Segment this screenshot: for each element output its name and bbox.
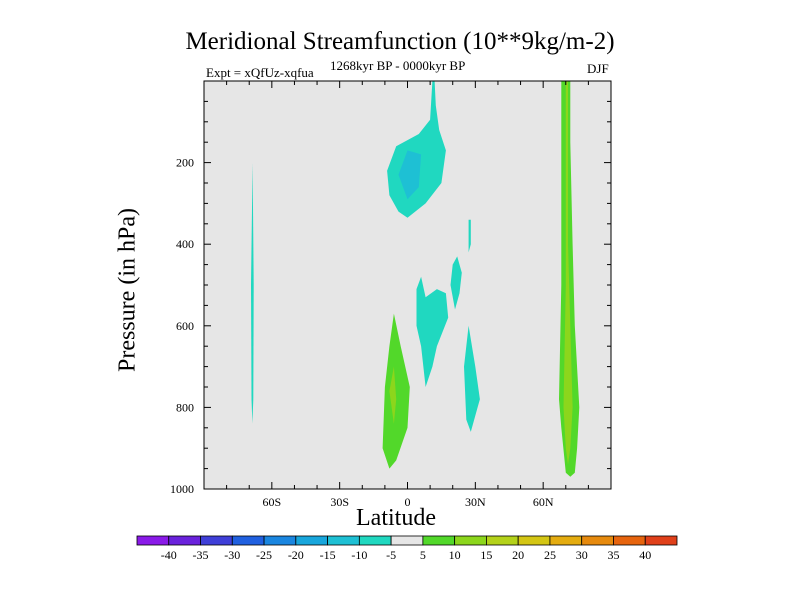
- season-label: DJF: [587, 61, 609, 76]
- period-label: 1268kyr BP - 0000kyr BP: [330, 58, 466, 73]
- colorbar-swatch: [390, 535, 424, 546]
- colorbar-swatch: [613, 535, 646, 546]
- colorbar-swatch: [263, 535, 297, 546]
- colorbar-label: 25: [544, 548, 556, 562]
- colorbar-label: -20: [288, 548, 304, 562]
- colorbar-label: -30: [224, 548, 240, 562]
- colorbar-label: -25: [256, 548, 272, 562]
- x-tick-label: 0: [405, 495, 411, 509]
- colorbar-swatch: [231, 535, 265, 546]
- colorbar-swatch: [200, 535, 233, 546]
- x-tick-label: 60S: [262, 495, 281, 509]
- y-tick-label: 1000: [170, 482, 194, 496]
- x-axis-label: Latitude: [356, 505, 436, 531]
- y-tick-label: 800: [176, 400, 194, 414]
- colorbar-swatch: [295, 535, 328, 546]
- colorbar-label: 5: [420, 548, 426, 562]
- contour-eq-lower-positive: [382, 313, 410, 469]
- colorbar-swatch: [549, 535, 583, 546]
- colorbar-label: -40: [161, 548, 177, 562]
- colorbar-swatch: [168, 535, 201, 546]
- colorbar-label: -5: [386, 548, 396, 562]
- colorbar-label: 15: [480, 548, 492, 562]
- colorbar-label: 40: [639, 548, 651, 562]
- colorbar-swatch: [517, 535, 551, 546]
- contour-nh-high-lat-positive-core: [563, 81, 573, 465]
- x-tick-label: 30S: [330, 495, 349, 509]
- chart-title: Meridional Streamfunction (10**9kg/m-2): [185, 28, 615, 55]
- colorbar-label: 20: [512, 548, 524, 562]
- colorbar-label: -15: [320, 548, 336, 562]
- x-tick-label: 30N: [465, 495, 486, 509]
- contour-lower-tropical-cell: [464, 325, 480, 432]
- colorbar-swatch: [644, 535, 678, 546]
- colorbar-label: 30: [576, 548, 588, 562]
- contour-mid-tropical-cell: [416, 276, 449, 387]
- colorbar-label: -35: [193, 548, 209, 562]
- colorbar-label: -10: [351, 548, 367, 562]
- contour-mid-tropical-thin: [468, 219, 471, 253]
- colorbar-swatch: [486, 535, 519, 546]
- y-tick-label: 400: [176, 237, 194, 251]
- experiment-label: Expt = xQfUz-xqfua: [206, 65, 314, 80]
- y-tick-label: 200: [176, 156, 194, 170]
- contour-mid-tropical-cell-2: [450, 256, 462, 310]
- y-tick-label: 600: [176, 319, 194, 333]
- contour-eq-lower-positive-core: [389, 366, 397, 424]
- colorbar-label: 35: [607, 548, 619, 562]
- y-axis-label: Pressure (in hPa): [114, 208, 141, 372]
- colorbar-label: 10: [449, 548, 461, 562]
- colorbar-swatch: [581, 535, 614, 546]
- colorbar-swatch: [454, 535, 487, 546]
- colorbar-swatch: [358, 535, 392, 546]
- colorbar-swatch: [327, 535, 360, 546]
- contour-sh-high-lat-cell: [251, 162, 254, 424]
- colorbar-swatch: [422, 535, 456, 546]
- contour-upper-tropical-core: [398, 150, 422, 200]
- colorbar-swatch: [136, 535, 170, 546]
- x-tick-label: 60N: [533, 495, 554, 509]
